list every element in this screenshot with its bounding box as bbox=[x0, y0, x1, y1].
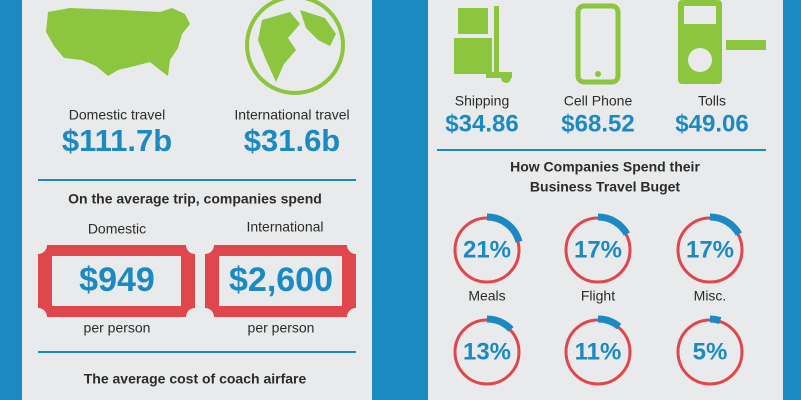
section-heading: On the average trip, companies spend bbox=[68, 191, 322, 207]
shipping-icon bbox=[454, 6, 512, 83]
trip-note: per person bbox=[248, 320, 315, 336]
donut-arc bbox=[597, 315, 622, 330]
donut-arc bbox=[597, 213, 630, 236]
cost-value: $68.52 bbox=[561, 110, 634, 137]
donut-arc bbox=[709, 315, 722, 324]
donut-category: Flight bbox=[581, 288, 615, 304]
stat-value: $111.7b bbox=[62, 123, 172, 158]
donut-category: Misc. bbox=[694, 288, 727, 304]
donut-label: 13% bbox=[463, 338, 511, 365]
donut-label: 21% bbox=[463, 236, 511, 263]
cost-value: $34.86 bbox=[445, 110, 518, 137]
donut-label: 17% bbox=[574, 236, 622, 263]
ticket bbox=[29, 236, 204, 326]
stat-label: Domestic travel bbox=[69, 107, 165, 123]
donut-arc bbox=[486, 315, 514, 332]
trip-label: International bbox=[246, 219, 323, 235]
us-map-icon bbox=[46, 8, 190, 76]
donut-group: 21% Meals 17% Flight 17% Misc. 13% 11% 5% bbox=[453, 213, 744, 386]
section-heading: Business Travel Buget bbox=[530, 179, 681, 195]
donut-label: 11% bbox=[575, 338, 622, 365]
donut-category: Meals bbox=[468, 288, 505, 304]
trip-value: $2,600 bbox=[229, 261, 333, 299]
donut-arc bbox=[709, 213, 742, 236]
phone-icon bbox=[575, 3, 621, 85]
donut-arc bbox=[486, 213, 523, 243]
section-heading: How Companies Spend their bbox=[510, 159, 700, 175]
trip-note: per person bbox=[84, 320, 151, 336]
trip-label: Domestic bbox=[88, 221, 146, 237]
section-heading: The average cost of coach airfare bbox=[84, 371, 307, 387]
donut-label: 17% bbox=[686, 236, 734, 263]
stat-label: International travel bbox=[234, 107, 349, 123]
cost-label: Cell Phone bbox=[564, 93, 633, 109]
tolls-icon bbox=[678, 0, 766, 84]
trip-value: $949 bbox=[79, 261, 155, 299]
ticket bbox=[196, 236, 365, 326]
cost-value: $49.06 bbox=[675, 110, 748, 137]
stat-value: $31.6b bbox=[244, 123, 341, 158]
donut-label: 5% bbox=[693, 338, 728, 365]
globe-icon bbox=[245, 0, 345, 95]
cost-label: Tolls bbox=[698, 93, 726, 109]
cost-label: Shipping bbox=[455, 93, 510, 109]
